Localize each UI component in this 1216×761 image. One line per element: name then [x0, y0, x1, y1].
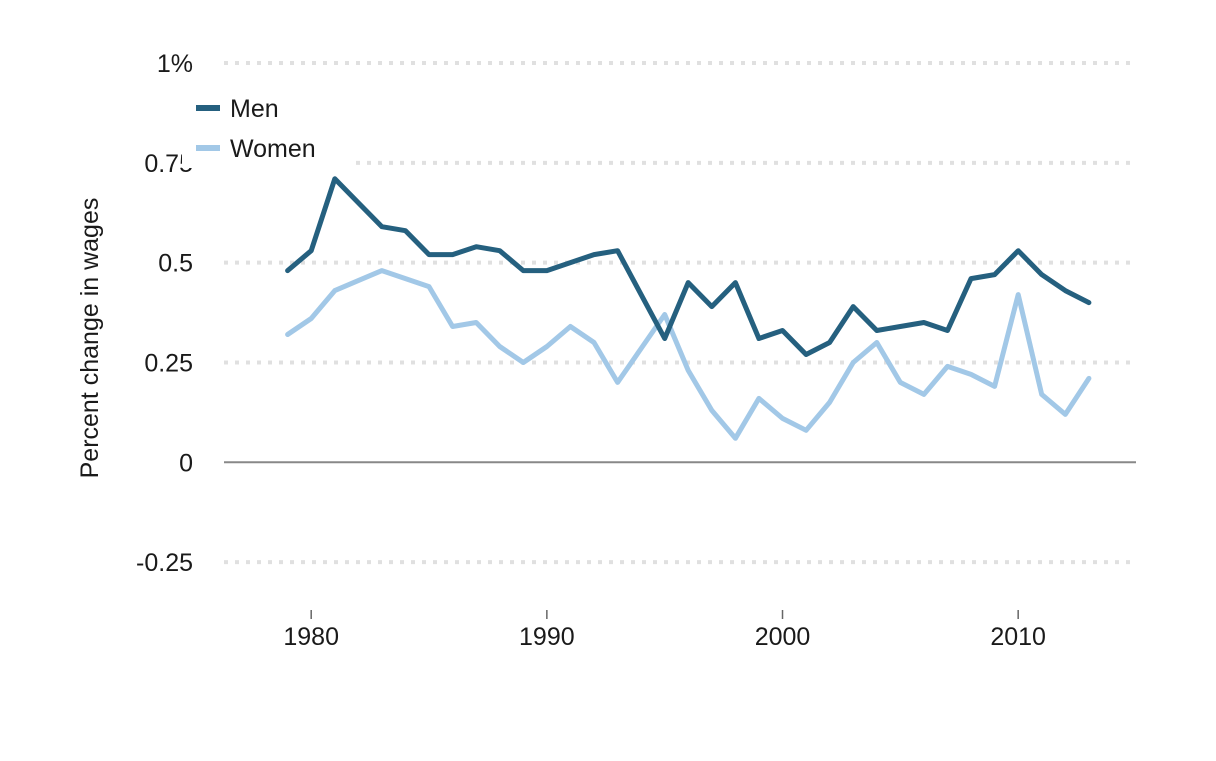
y-tick-label: 1%	[157, 50, 193, 78]
y-axis: 1%0.750.50.250-0.25	[136, 50, 193, 577]
legend-background	[182, 76, 354, 168]
y-tick-label: 0.5	[158, 250, 193, 278]
series-lines	[285, 176, 1092, 441]
y-axis-title: Percent change in wages	[76, 198, 104, 479]
legend-label-men: Men	[230, 95, 279, 123]
series-line-women	[285, 268, 1092, 441]
x-tick-label: 1980	[283, 623, 339, 651]
legend: Men Women	[182, 76, 354, 168]
y-tick-label: 0.25	[144, 349, 193, 377]
series-line-men	[285, 176, 1092, 357]
x-tick-label: 2010	[990, 623, 1046, 651]
gridlines	[224, 61, 1136, 565]
legend-label-women: Women	[230, 135, 316, 163]
x-tick-label: 2000	[755, 623, 811, 651]
y-tick-label: 0	[179, 449, 193, 477]
x-axis: 1980 1990 2000 2010	[283, 610, 1046, 651]
x-tick-label: 1990	[519, 623, 575, 651]
y-tick-label: -0.25	[136, 549, 193, 577]
